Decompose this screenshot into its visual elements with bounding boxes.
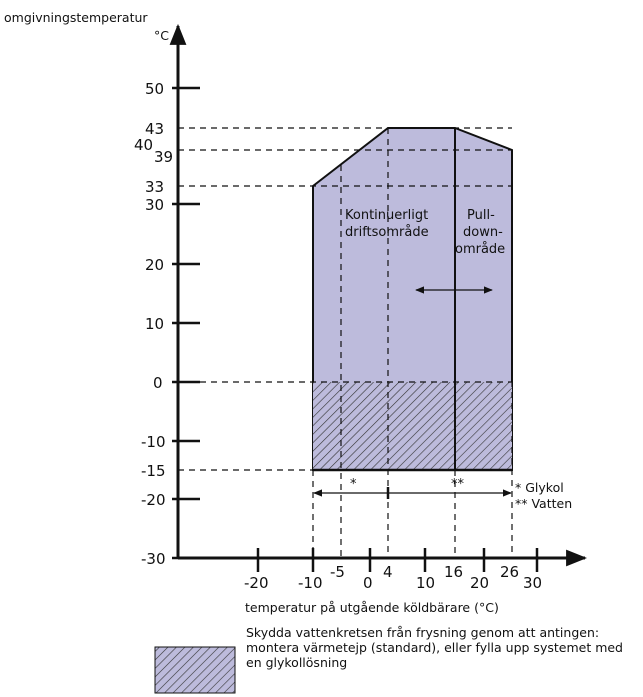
y-axis-title: omgivningstemperatur	[4, 10, 148, 25]
water-mark: **	[451, 477, 465, 492]
water-note: ** Vatten	[515, 496, 572, 511]
y-tick-label: 20	[145, 256, 164, 274]
y-ticks	[172, 86, 200, 560]
y-tick-label: 50	[145, 80, 164, 98]
x-tick-label: 26	[500, 563, 519, 581]
x-tick-label: 4	[383, 563, 393, 581]
x-axis-title: temperatur på utgående köldbärare (°C)	[245, 600, 499, 615]
pulldown-region-label: område	[455, 242, 505, 257]
glycol-note: * Glykol	[515, 480, 564, 495]
y-tick-label: 10	[145, 315, 164, 333]
y-marked-value-minus15: -15	[141, 462, 166, 480]
x-tick-label: -5	[330, 563, 345, 581]
y-tick-label: 30	[145, 196, 164, 214]
y-marked-value-40: 40	[134, 136, 153, 154]
y-tick-label: -10	[141, 433, 166, 451]
continuous-region-label: Kontinuerligt	[345, 208, 428, 223]
x-tick-label: -20	[244, 574, 269, 592]
pulldown-region-label: down-	[463, 225, 503, 240]
x-tick-label: 16	[444, 563, 463, 581]
y-axis-unit: °C	[154, 28, 169, 43]
x-tick-label: 20	[470, 574, 489, 592]
continuous-region-label: driftsområde	[345, 225, 429, 240]
x-tick-label: 10	[416, 574, 435, 592]
freeze-protection-zone	[313, 382, 512, 470]
y-marked-value-39: 39	[154, 148, 173, 166]
x-tick-label: 30	[523, 574, 542, 592]
x-ticks	[256, 548, 539, 572]
legend-hatch-swatch	[154, 646, 236, 694]
pulldown-region-label: Pull-	[467, 208, 495, 223]
x-tick-label: -10	[298, 574, 323, 592]
y-marked-value-43: 43	[145, 120, 164, 138]
y-tick-label: -30	[141, 550, 166, 568]
dashed-guides	[178, 127, 513, 558]
y-tick-label: -20	[141, 491, 166, 509]
legend-text: Skydda vattenkretsen från frysning genom…	[246, 625, 623, 670]
y-tick-label: 0	[153, 374, 163, 392]
x-tick-label: 0	[363, 574, 373, 592]
glycol-mark: *	[350, 477, 357, 492]
y-marked-value-33: 33	[145, 178, 164, 196]
